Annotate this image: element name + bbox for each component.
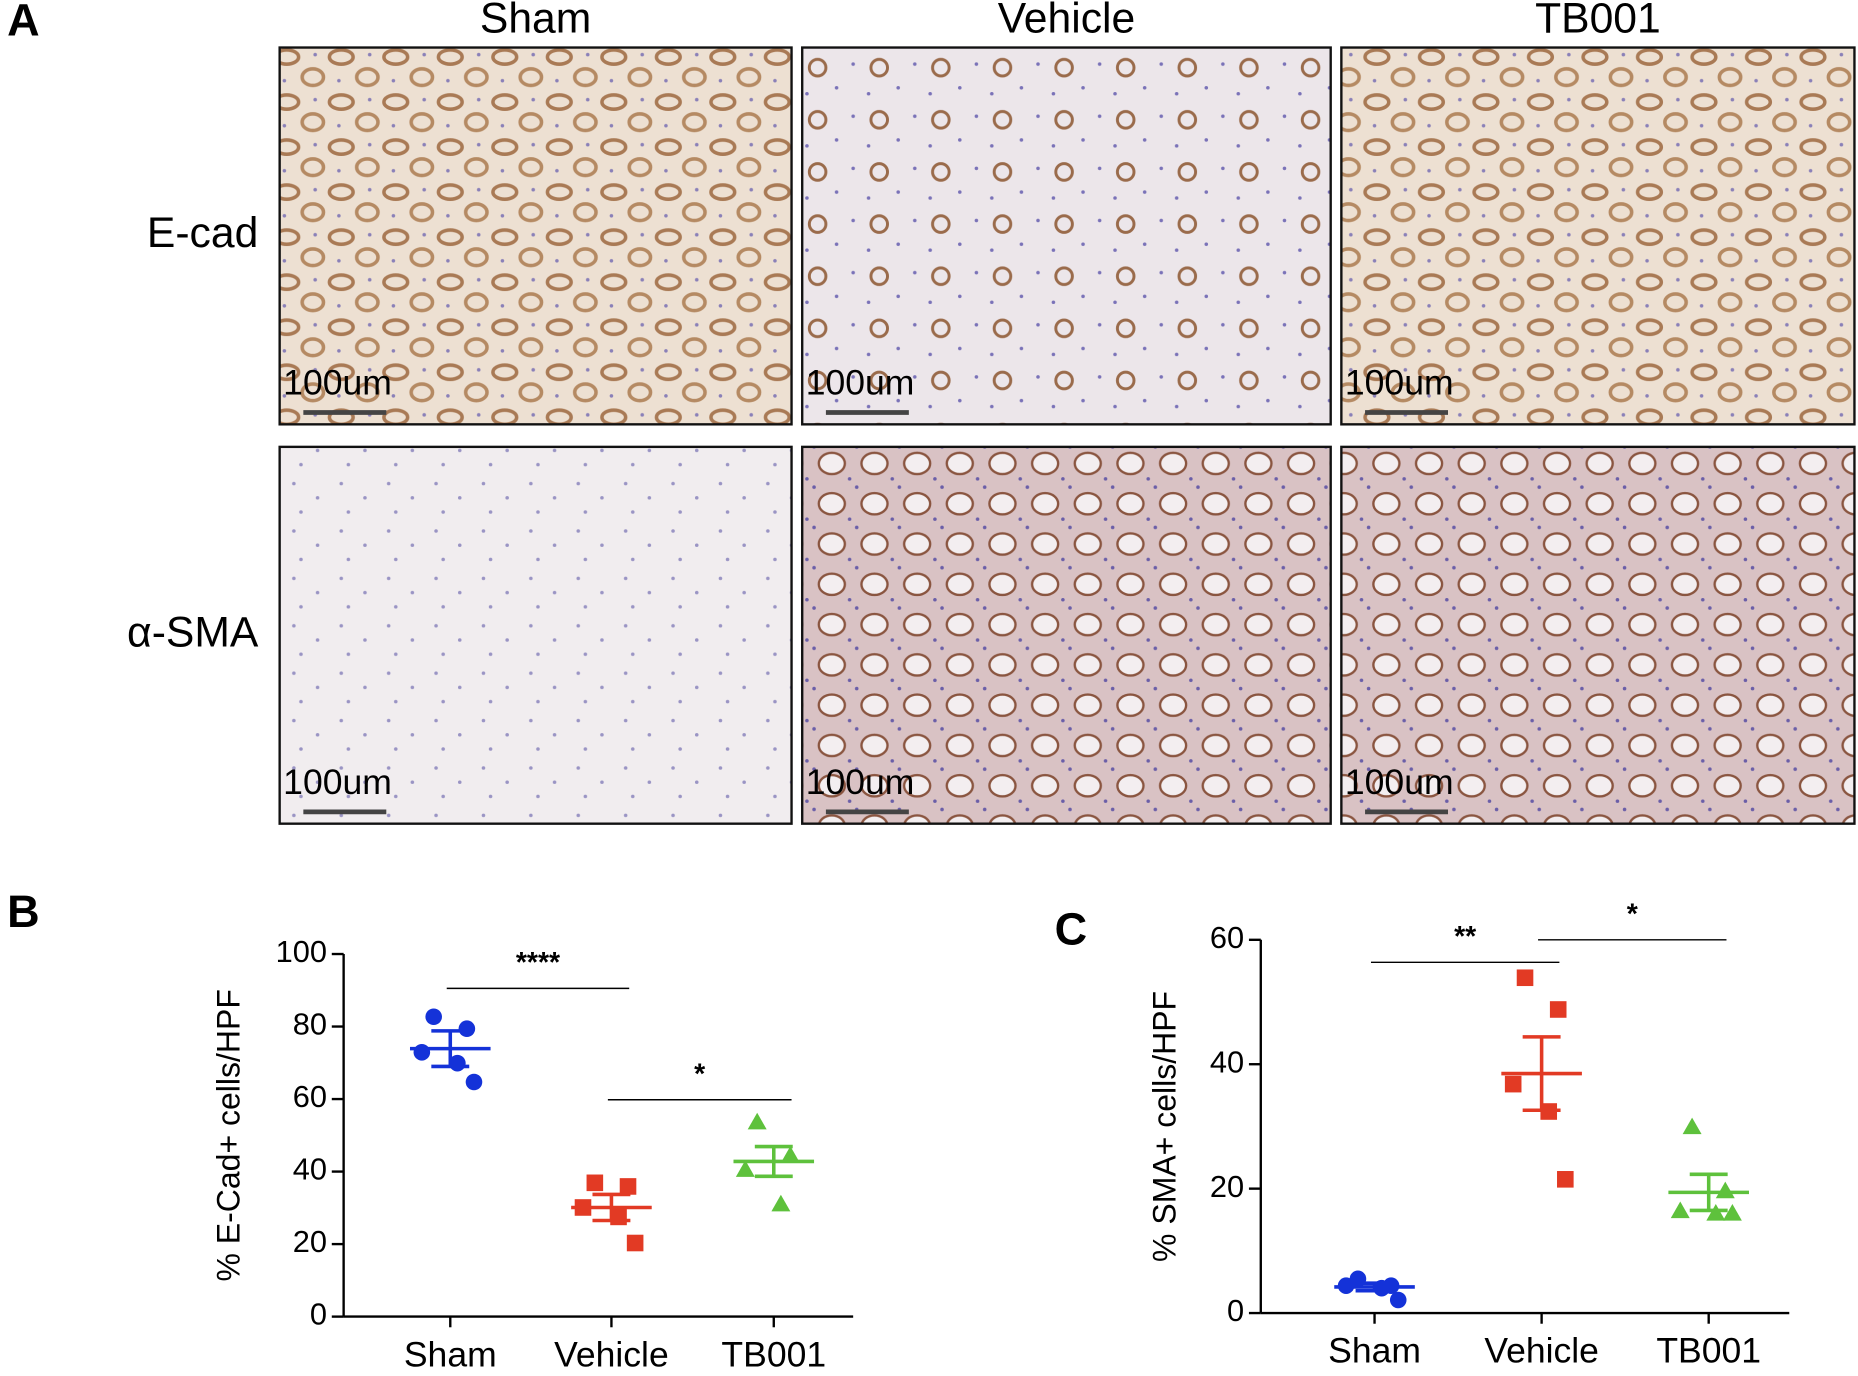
x-tick-label: TB001 (1656, 1331, 1761, 1371)
row-label: α-SMA (127, 609, 259, 657)
data-point (1722, 1204, 1742, 1221)
data-point (425, 1008, 442, 1026)
data-point (586, 1174, 604, 1192)
micrograph (278, 46, 793, 426)
column-header: TB001 (1535, 0, 1661, 43)
data-point (1557, 1171, 1574, 1188)
scale-bar-label: 100um (283, 762, 392, 802)
micrograph (801, 445, 1332, 825)
data-point (735, 1160, 755, 1177)
data-point (1715, 1181, 1735, 1199)
data-point (413, 1043, 431, 1061)
scale-bar-label: 100um (283, 363, 392, 403)
row-label: E-cad (147, 209, 258, 257)
scale-bar-label: 100um (806, 762, 915, 802)
y-tick-label: 60 (1210, 920, 1244, 955)
significance-label: * (1627, 899, 1639, 931)
data-point (771, 1194, 791, 1212)
data-point (465, 1073, 483, 1091)
y-tick-label: 40 (293, 1152, 327, 1187)
data-point (1670, 1201, 1690, 1219)
y-tick-label: 20 (293, 1224, 327, 1259)
y-tick-label: 20 (1210, 1169, 1244, 1204)
y-tick-label: 60 (293, 1079, 327, 1114)
column-header: Vehicle (998, 0, 1136, 43)
data-point (626, 1234, 644, 1252)
data-point (619, 1178, 637, 1195)
y-tick-label: 0 (310, 1297, 327, 1332)
y-tick-label: 0 (1227, 1293, 1244, 1328)
y-tick-label: 100 (276, 934, 327, 969)
y-axis-title: % E-Cad+ cells/HPF (211, 989, 247, 1281)
micrograph (1340, 445, 1856, 825)
panel-label: C (1055, 904, 1088, 955)
column-header: Sham (480, 0, 591, 43)
scale-bar-label: 100um (806, 363, 915, 403)
y-tick-label: 80 (293, 1007, 327, 1042)
data-point (747, 1112, 767, 1130)
micrograph (278, 445, 793, 825)
significance-label: * (694, 1059, 706, 1091)
x-tick-label: TB001 (721, 1334, 826, 1374)
x-tick-label: Sham (404, 1334, 497, 1374)
panel-label: A (7, 0, 40, 46)
x-tick-label: Vehicle (1484, 1331, 1599, 1371)
x-tick-label: Sham (1328, 1331, 1421, 1371)
significance-label: **** (516, 947, 561, 979)
y-axis-title: % SMA+ cells/HPF (1147, 991, 1183, 1262)
x-tick-label: Vehicle (554, 1334, 669, 1374)
y-tick-label: 40 (1210, 1044, 1244, 1079)
data-point (1706, 1204, 1726, 1221)
scale-bar-label: 100um (1345, 363, 1454, 403)
significance-label: ** (1454, 921, 1477, 953)
micrograph (1340, 46, 1856, 426)
data-point (1549, 1001, 1567, 1018)
micrograph (801, 46, 1332, 426)
panel-label: B (7, 886, 40, 937)
data-point (1516, 969, 1534, 987)
data-point (780, 1146, 800, 1163)
scale-bar-label: 100um (1345, 762, 1454, 802)
data-point (1389, 1291, 1407, 1309)
data-point (1504, 1075, 1522, 1093)
data-point (1682, 1117, 1702, 1135)
data-point (458, 1020, 476, 1038)
